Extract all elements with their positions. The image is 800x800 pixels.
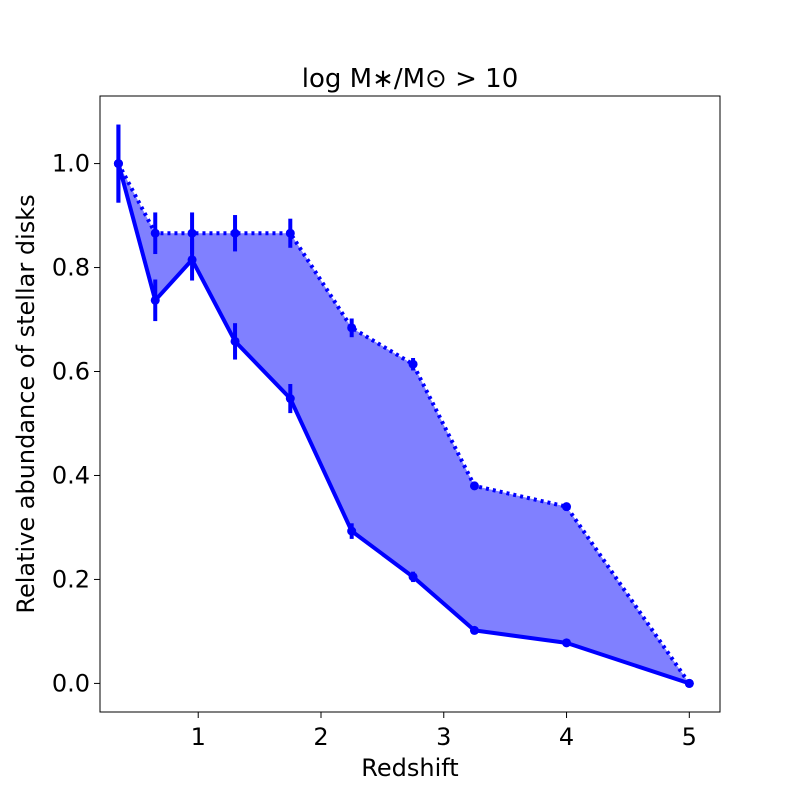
- data-point: [408, 359, 418, 369]
- data-point: [285, 228, 295, 238]
- data-point: [285, 394, 295, 404]
- y-tick-label: 0.0: [52, 669, 90, 697]
- solid-series-line: [116, 163, 690, 686]
- chart-title: log M∗/M⊙ > 10: [302, 64, 519, 94]
- y-tick-label: 1.0: [52, 150, 90, 178]
- y-tick-label: 0.6: [52, 358, 90, 386]
- data-point: [562, 502, 572, 512]
- plot-frame: [99, 95, 721, 713]
- x-tick-label: 2: [313, 723, 328, 751]
- fill-region-layer: [118, 163, 690, 684]
- data-point: [230, 336, 240, 346]
- data-point: [347, 526, 357, 536]
- fill-between-region: [118, 163, 690, 684]
- y-tick-label: 0.4: [52, 461, 90, 489]
- data-point: [150, 228, 160, 238]
- series-line-layer: [116, 162, 691, 686]
- data-point: [187, 228, 197, 238]
- x-axis-ticks: 1 2 3 4 5: [191, 712, 697, 751]
- x-tick-label: 1: [191, 723, 206, 751]
- data-point: [187, 255, 197, 265]
- y-axis-label: Relative abundance of stellar disks: [12, 194, 40, 613]
- data-point: [408, 572, 418, 582]
- x-tick-label: 5: [682, 723, 697, 751]
- x-axis-label: Redshift: [361, 754, 458, 782]
- data-point: [562, 638, 572, 648]
- y-axis-ticks: 0.0 0.2 0.4 0.6 0.8 1.0: [52, 150, 100, 697]
- data-point: [113, 159, 123, 169]
- data-point: [469, 625, 479, 635]
- data-point: [150, 295, 160, 305]
- y-tick-label: 0.8: [52, 254, 90, 282]
- y-tick-label: 0.2: [52, 565, 90, 593]
- x-tick-label: 3: [436, 723, 451, 751]
- data-point: [230, 228, 240, 238]
- data-point: [684, 678, 694, 688]
- data-point-layer: [113, 159, 694, 688]
- dotted-series-line: [116, 162, 691, 685]
- data-point: [347, 323, 357, 333]
- x-tick-label: 4: [559, 723, 574, 751]
- data-point: [469, 481, 479, 491]
